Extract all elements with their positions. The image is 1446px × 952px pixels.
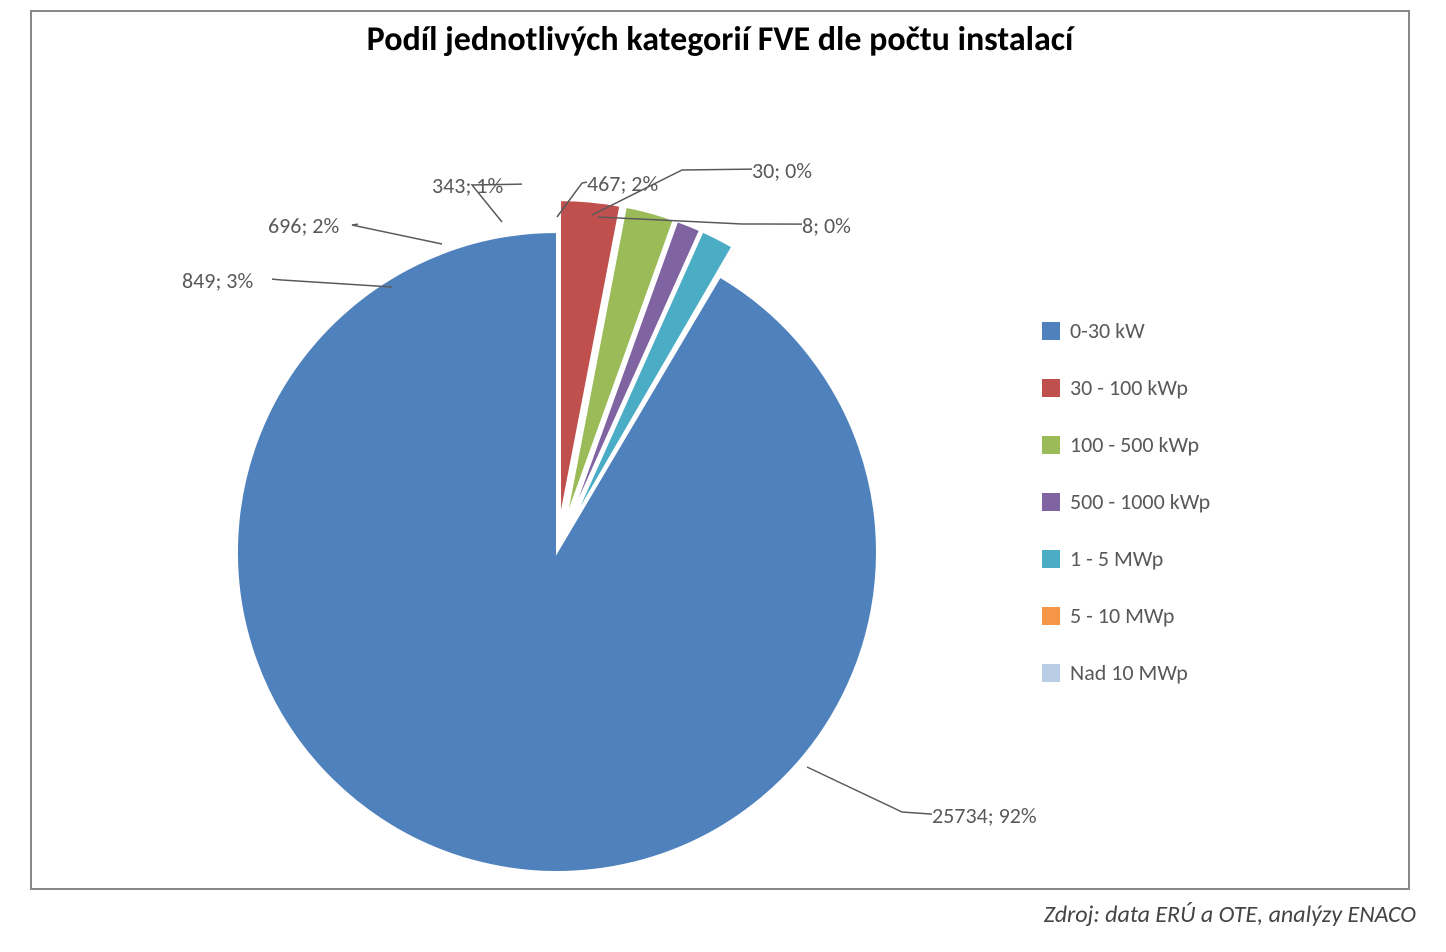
chart-container: Podíl jednotlivých kategorií FVE dle poč… [30,10,1410,890]
legend-item: 5 - 10 MWp [1042,602,1210,629]
leader-line [272,279,392,287]
legend-item: 500 - 1000 kWp [1042,488,1210,515]
pie-data-label: 30; 0% [752,157,812,184]
legend-swatch [1042,607,1060,625]
legend-swatch [1042,379,1060,397]
legend-label: 500 - 1000 kWp [1070,488,1210,515]
pie-data-label: 25734; 92% [932,802,1037,829]
figure-wrapper: Podíl jednotlivých kategorií FVE dle poč… [0,0,1446,952]
legend-label: 0-30 kW [1070,317,1145,344]
pie-data-label: 849; 3% [182,267,253,294]
legend-item: 1 - 5 MWp [1042,545,1210,572]
legend-swatch [1042,493,1060,511]
pie-data-label: 343; 1% [432,172,503,199]
leader-line [352,224,442,244]
legend-swatch [1042,322,1060,340]
legend-item: 100 - 500 kWp [1042,431,1210,458]
legend-label: 100 - 500 kWp [1070,431,1199,458]
legend-item: Nad 10 MWp [1042,659,1210,686]
pie-data-label: 467; 2% [587,170,658,197]
leader-line [598,217,802,224]
legend-label: 30 - 100 kWp [1070,374,1188,401]
legend-swatch [1042,550,1060,568]
leader-line [557,182,587,217]
pie-data-label: 696; 2% [268,212,339,239]
legend-label: 5 - 10 MWp [1070,602,1174,629]
legend-swatch [1042,436,1060,454]
leader-line [807,767,932,814]
legend-label: Nad 10 MWp [1070,659,1188,686]
legend-item: 30 - 100 kWp [1042,374,1210,401]
pie-data-label: 8; 0% [802,212,851,239]
legend-label: 1 - 5 MWp [1070,545,1163,572]
legend-item: 0-30 kW [1042,317,1210,344]
chart-source: Zdroj: data ERÚ a OTE, analýzy ENACO [1044,900,1416,929]
chart-legend: 0-30 kW 30 - 100 kWp 100 - 500 kWp 500 - 10… [1042,317,1210,686]
legend-swatch [1042,664,1060,682]
